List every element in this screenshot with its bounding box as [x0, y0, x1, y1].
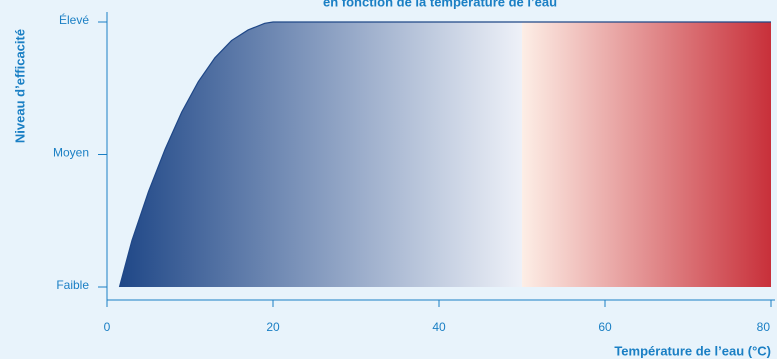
x-tick-label: 0	[104, 320, 111, 334]
x-tick-label: 80	[757, 320, 771, 334]
area-warm-segment	[522, 22, 771, 287]
y-axis-label: Niveau d’efficacité	[12, 29, 27, 143]
x-tick-label: 20	[266, 320, 280, 334]
chart-title: en fonction de la température de l’eau	[323, 0, 557, 9]
y-axis-ticks: Faible Moyen Élevé	[53, 12, 107, 292]
y-tick-label: Élevé	[59, 12, 89, 27]
plot-area	[118, 21, 771, 288]
efficiency-curve-line	[118, 21, 771, 288]
x-axis-ticks: 0 20 40 60 80	[104, 300, 772, 334]
y-tick-label: Moyen	[53, 146, 89, 160]
x-axis-label: Température de l’eau (°C)	[614, 343, 771, 358]
y-tick-label: Faible	[56, 278, 89, 292]
x-tick-label: 60	[598, 320, 612, 334]
area-cold-segment	[119, 22, 522, 287]
x-tick-label: 40	[432, 320, 446, 334]
